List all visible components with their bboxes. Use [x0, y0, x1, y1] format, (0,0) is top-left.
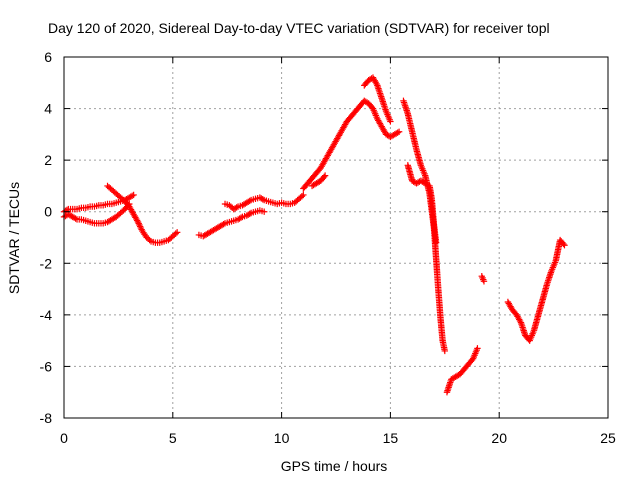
- data-point: [130, 191, 137, 199]
- x-tick-label: 20: [491, 430, 507, 446]
- x-tick-label: 10: [274, 430, 290, 446]
- data-point: [136, 223, 144, 230]
- data-point: [172, 230, 179, 237]
- y-tick-label: 0: [44, 204, 52, 220]
- data-point: [260, 208, 268, 215]
- data-point: [146, 236, 153, 244]
- data-point: [134, 218, 142, 226]
- data-point: [320, 173, 328, 181]
- y-tick-label: 4: [44, 101, 52, 117]
- data-points: [60, 74, 568, 396]
- data-point: [441, 347, 448, 355]
- data-point: [136, 221, 143, 229]
- data-point: [387, 118, 394, 125]
- data-point: [233, 204, 240, 211]
- y-tick-label: -2: [40, 255, 53, 271]
- data-point: [560, 240, 567, 248]
- grid-lines: [64, 57, 608, 418]
- data-point: [72, 215, 79, 222]
- data-point: [394, 129, 401, 136]
- data-point: [298, 193, 306, 200]
- data-point: [480, 278, 488, 285]
- data-point: [300, 191, 307, 199]
- y-tick-label: -8: [40, 410, 53, 426]
- x-axis-label: GPS time / hours: [281, 458, 388, 474]
- data-point: [246, 210, 253, 218]
- data-point: [432, 239, 440, 246]
- data-point: [173, 229, 181, 236]
- x-tick-label: 15: [383, 430, 399, 446]
- plot-frame: [63, 56, 609, 419]
- data-point: [395, 128, 403, 135]
- x-tick-label: 0: [60, 430, 68, 446]
- data-point: [128, 192, 136, 200]
- x-tick-label: 25: [600, 430, 616, 446]
- data-point: [135, 220, 142, 227]
- data-point: [474, 345, 481, 352]
- data-point: [561, 242, 568, 249]
- data-point: [237, 214, 245, 221]
- x-tick-label: 5: [169, 430, 177, 446]
- chart-title: Day 120 of 2020, Sidereal Day-to-day VTE…: [48, 20, 550, 36]
- axis-ticks: 0 5 10 15 20 25 -8 -6 -4 -2 0 2 4 6: [40, 49, 616, 446]
- y-tick-label: 2: [44, 152, 52, 168]
- y-tick-label: -4: [40, 307, 53, 323]
- y-tick-label: -6: [40, 358, 53, 374]
- data-point: [137, 224, 145, 232]
- data-point: [220, 220, 227, 228]
- data-point: [259, 196, 266, 203]
- data-point: [321, 172, 329, 179]
- y-axis-label: SDTVAR / TECUs: [6, 182, 22, 294]
- y-tick-label: 6: [44, 49, 52, 65]
- data-point: [246, 197, 253, 205]
